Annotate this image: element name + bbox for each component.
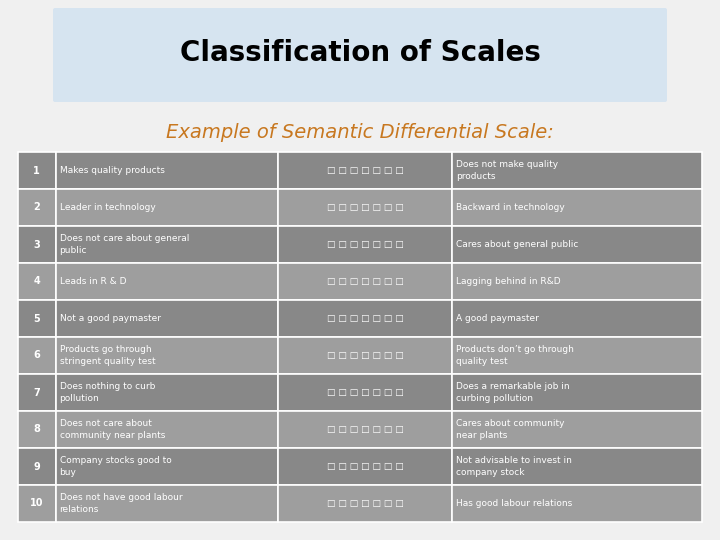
- FancyBboxPatch shape: [18, 448, 55, 485]
- Text: Cares about general public: Cares about general public: [456, 240, 579, 249]
- FancyBboxPatch shape: [278, 485, 452, 522]
- FancyBboxPatch shape: [452, 374, 702, 411]
- Text: Not advisable to invest in
company stock: Not advisable to invest in company stock: [456, 456, 572, 476]
- Text: □ □ □ □ □ □ □: □ □ □ □ □ □ □: [327, 240, 403, 249]
- Text: Has good labour relations: Has good labour relations: [456, 499, 572, 508]
- Text: Does not make quality
products: Does not make quality products: [456, 160, 559, 180]
- FancyBboxPatch shape: [452, 485, 702, 522]
- Text: 5: 5: [33, 314, 40, 323]
- Text: Does a remarkable job in
curbing pollution: Does a remarkable job in curbing polluti…: [456, 382, 570, 402]
- FancyBboxPatch shape: [18, 300, 55, 337]
- FancyBboxPatch shape: [55, 300, 278, 337]
- Text: □ □ □ □ □ □ □: □ □ □ □ □ □ □: [327, 277, 403, 286]
- Text: Does nothing to curb
pollution: Does nothing to curb pollution: [60, 382, 155, 402]
- FancyBboxPatch shape: [55, 189, 278, 226]
- FancyBboxPatch shape: [452, 263, 702, 300]
- Text: □ □ □ □ □ □ □: □ □ □ □ □ □ □: [327, 314, 403, 323]
- FancyBboxPatch shape: [452, 448, 702, 485]
- FancyBboxPatch shape: [278, 374, 452, 411]
- FancyBboxPatch shape: [278, 152, 452, 189]
- FancyBboxPatch shape: [55, 485, 278, 522]
- FancyBboxPatch shape: [18, 189, 55, 226]
- FancyBboxPatch shape: [55, 448, 278, 485]
- Text: 6: 6: [33, 350, 40, 361]
- FancyBboxPatch shape: [18, 226, 55, 263]
- FancyBboxPatch shape: [278, 448, 452, 485]
- Text: Example of Semantic Differential Scale:: Example of Semantic Differential Scale:: [166, 123, 554, 141]
- FancyBboxPatch shape: [18, 485, 55, 522]
- FancyBboxPatch shape: [18, 411, 55, 448]
- Text: 1: 1: [33, 165, 40, 176]
- Text: □ □ □ □ □ □ □: □ □ □ □ □ □ □: [327, 462, 403, 471]
- FancyBboxPatch shape: [55, 374, 278, 411]
- Text: 7: 7: [33, 388, 40, 397]
- FancyBboxPatch shape: [53, 8, 667, 102]
- Text: □ □ □ □ □ □ □: □ □ □ □ □ □ □: [327, 425, 403, 434]
- Text: Not a good paymaster: Not a good paymaster: [60, 314, 161, 323]
- Text: Makes quality products: Makes quality products: [60, 166, 164, 175]
- FancyBboxPatch shape: [55, 152, 278, 189]
- FancyBboxPatch shape: [278, 226, 452, 263]
- FancyBboxPatch shape: [55, 337, 278, 374]
- Text: Does not care about general
public: Does not care about general public: [60, 234, 189, 254]
- FancyBboxPatch shape: [18, 263, 55, 300]
- FancyBboxPatch shape: [55, 263, 278, 300]
- FancyBboxPatch shape: [278, 263, 452, 300]
- FancyBboxPatch shape: [278, 337, 452, 374]
- Text: Lagging behind in R&D: Lagging behind in R&D: [456, 277, 561, 286]
- Text: Cares about community
near plants: Cares about community near plants: [456, 420, 565, 440]
- Text: Leader in technology: Leader in technology: [60, 203, 156, 212]
- Text: Does not care about
community near plants: Does not care about community near plant…: [60, 420, 165, 440]
- FancyBboxPatch shape: [452, 300, 702, 337]
- FancyBboxPatch shape: [18, 152, 55, 189]
- Text: Classification of Scales: Classification of Scales: [179, 39, 541, 67]
- FancyBboxPatch shape: [452, 226, 702, 263]
- Text: 3: 3: [33, 240, 40, 249]
- FancyBboxPatch shape: [278, 411, 452, 448]
- Text: A good paymaster: A good paymaster: [456, 314, 539, 323]
- Text: 4: 4: [33, 276, 40, 287]
- Text: Company stocks good to
buy: Company stocks good to buy: [60, 456, 171, 476]
- Text: 2: 2: [33, 202, 40, 213]
- FancyBboxPatch shape: [18, 374, 55, 411]
- FancyBboxPatch shape: [452, 411, 702, 448]
- Text: Leads in R & D: Leads in R & D: [60, 277, 126, 286]
- FancyBboxPatch shape: [278, 189, 452, 226]
- FancyBboxPatch shape: [55, 411, 278, 448]
- Text: Does not have good labour
relations: Does not have good labour relations: [60, 494, 182, 514]
- FancyBboxPatch shape: [452, 152, 702, 189]
- FancyBboxPatch shape: [55, 226, 278, 263]
- Text: □ □ □ □ □ □ □: □ □ □ □ □ □ □: [327, 166, 403, 175]
- Text: Products go through
stringent quality test: Products go through stringent quality te…: [60, 346, 156, 366]
- Text: □ □ □ □ □ □ □: □ □ □ □ □ □ □: [327, 499, 403, 508]
- FancyBboxPatch shape: [278, 300, 452, 337]
- Text: 8: 8: [33, 424, 40, 435]
- Text: Backward in technology: Backward in technology: [456, 203, 565, 212]
- FancyBboxPatch shape: [452, 189, 702, 226]
- Text: □ □ □ □ □ □ □: □ □ □ □ □ □ □: [327, 388, 403, 397]
- Text: Products don’t go through
quality test: Products don’t go through quality test: [456, 346, 575, 366]
- FancyBboxPatch shape: [18, 337, 55, 374]
- Text: □ □ □ □ □ □ □: □ □ □ □ □ □ □: [327, 351, 403, 360]
- Text: 10: 10: [30, 498, 44, 509]
- Text: □ □ □ □ □ □ □: □ □ □ □ □ □ □: [327, 203, 403, 212]
- Text: 9: 9: [33, 462, 40, 471]
- FancyBboxPatch shape: [452, 337, 702, 374]
